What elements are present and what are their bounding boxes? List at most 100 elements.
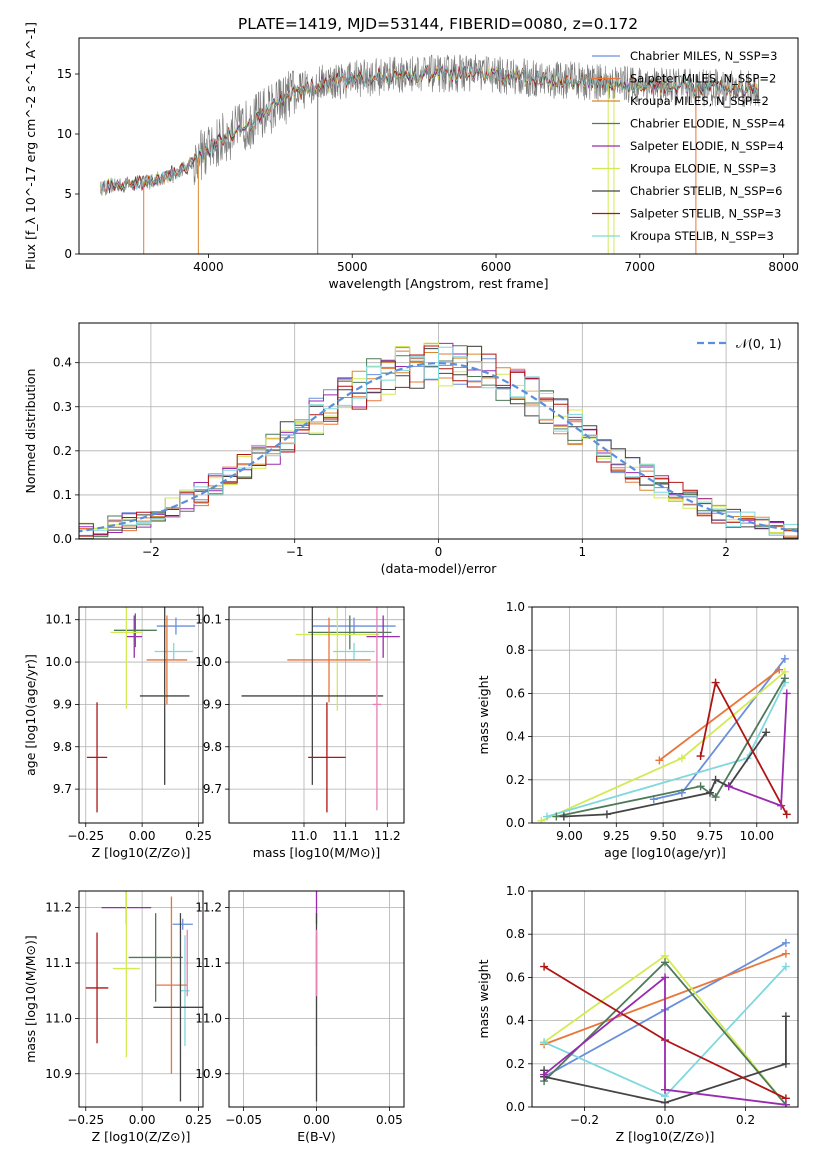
x-tick-label: 0.00	[303, 1113, 330, 1127]
plot-area	[79, 342, 798, 539]
y-tick-label: 9.8	[203, 740, 222, 754]
x-axis-label: Z [log10(Z/Z⊙)]	[92, 845, 191, 860]
weight-point-marker	[542, 812, 551, 821]
x-axis-label: age [log10(age/yr)]	[604, 845, 726, 860]
plot-area	[86, 607, 196, 813]
x-tick-label: 11.0	[291, 829, 318, 843]
axes-frame	[78, 37, 799, 255]
y-tick-label: 10.1	[195, 613, 222, 627]
x-tick-label: −0.05	[225, 1113, 262, 1127]
weight-point-marker	[661, 1085, 669, 1094]
legend-entry: Kroupa STELIB, N_SSP=3	[630, 229, 774, 243]
weight-point-marker	[781, 962, 790, 971]
y-tick-label: 1.0	[506, 884, 525, 898]
weight-point-marker	[780, 654, 789, 663]
x-tick-label: −0.25	[67, 829, 104, 843]
x-tick-label: 11.2	[374, 829, 401, 843]
weight-point-marker	[782, 810, 791, 819]
weight-point-marker	[661, 1098, 669, 1107]
y-tick-label: 0.2	[53, 444, 72, 458]
weight-point-marker	[540, 1070, 549, 1079]
x-tick-label: 6000	[481, 260, 512, 274]
y-tick-label: 9.9	[203, 697, 222, 711]
x-axis-label: wavelength [Angstrom, rest frame]	[328, 276, 548, 291]
weight-point-marker	[780, 674, 789, 683]
plot-area	[85, 891, 203, 1102]
y-tick-label: 10.1	[45, 613, 72, 627]
weight-point-marker	[696, 752, 705, 761]
legend-entry: Salpeter STELIB, N_SSP=3	[630, 207, 781, 221]
mass-age-panel: 11.0 11.1 11.2 9.7 9.8 9.9 10.0 10.1 mass [log10…	[195, 606, 405, 860]
x-axis-label: (data-model)/error	[381, 561, 498, 576]
axes-frame	[228, 606, 405, 824]
axes-frame	[78, 890, 204, 1108]
x-tick-label: 0.2	[736, 1113, 755, 1127]
data-spectrum-line	[100, 54, 760, 196]
weight-point-marker	[677, 754, 686, 763]
x-axis-label: mass [log10(M/M⊙)]	[253, 845, 381, 860]
y-tick-label: 0.1	[53, 488, 72, 502]
weight-point-marker	[696, 782, 705, 791]
y-axis-label: mass [log10(M/M⊙)]	[23, 935, 38, 1063]
y-tick-label: 0.8	[506, 927, 525, 941]
age-weight-panel: 9.00 9.25 9.50 9.75 10.00 0.0 0.2 0.4 0.6 0.8 1.0 a…	[476, 600, 799, 860]
weight-series-line	[658, 668, 780, 762]
y-axis-label: mass weight	[476, 675, 491, 754]
y-tick-label: 10.9	[45, 1067, 72, 1081]
ebv-mass-panel: −0.05 0.00 0.05 10.9 11.0 11.1 11.2 E(B-V)	[195, 890, 405, 1144]
x-tick-label: 0.0	[655, 1113, 674, 1127]
y-tick-label: 5	[64, 187, 72, 201]
plot-area	[540, 938, 790, 1107]
legend-entry: 𝒩(0, 1)	[736, 336, 782, 351]
plot-area	[241, 607, 400, 813]
x-tick-label: 8000	[768, 260, 799, 274]
y-tick-label: 10.0	[195, 655, 222, 669]
y-tick-label: 0.4	[506, 730, 525, 744]
weight-point-marker	[711, 678, 720, 687]
y-tick-label: 15	[57, 67, 72, 81]
x-tick-label: 10.00	[740, 829, 774, 843]
axes-frame	[78, 606, 204, 824]
weight-point-marker	[711, 793, 720, 802]
x-tick-label: 0.25	[185, 829, 212, 843]
z-age-panel: −0.25 0.00 0.25 9.7 9.8 9.9 10.0 10.1 Z [log10(Z…	[23, 606, 212, 860]
y-tick-label: 1.0	[506, 600, 525, 614]
x-tick-label: 9.50	[650, 829, 677, 843]
plot-area	[537, 654, 791, 823]
weight-point-marker	[602, 810, 611, 819]
weight-series-line	[728, 693, 788, 807]
x-tick-label: 5000	[337, 260, 368, 274]
y-tick-label: 11.0	[45, 1011, 72, 1025]
weight-point-marker	[781, 1100, 790, 1107]
weight-point-marker	[540, 962, 549, 971]
legend-entry: Salpeter MILES, N_SSP=2	[630, 72, 776, 86]
weight-point-marker	[655, 756, 664, 765]
x-axis-label: E(B-V)	[297, 1129, 336, 1144]
y-tick-label: 9.7	[203, 782, 222, 796]
y-tick-label: 9.9	[53, 697, 72, 711]
x-tick-label: 0.00	[129, 829, 156, 843]
y-tick-label: 10	[57, 127, 72, 141]
x-tick-label: 0.00	[129, 1113, 156, 1127]
y-tick-label: 0.2	[506, 1057, 525, 1071]
y-axis-label: mass weight	[476, 959, 491, 1038]
y-tick-label: 0.6	[506, 970, 525, 984]
y-axis-label: Flux [f_λ 10^-17 erg cm^-2 s^-1 A^-1]	[23, 22, 38, 270]
weight-point-marker	[781, 1059, 790, 1068]
y-tick-label: 11.1	[45, 956, 72, 970]
weight-point-marker	[781, 949, 790, 958]
weight-series-line	[563, 731, 767, 818]
y-tick-label: 0	[64, 247, 72, 261]
x-tick-label: −1	[286, 545, 304, 559]
y-tick-label: 11.1	[195, 956, 222, 970]
weight-point-marker	[777, 801, 786, 810]
spectrum-panel: 4000 5000 6000 7000 8000 0 5 10 15 wavelength [An…	[23, 22, 799, 291]
y-tick-label: 11.0	[195, 1011, 222, 1025]
weight-point-marker	[781, 1012, 790, 1021]
x-axis-label: Z [log10(Z/Z⊙)]	[616, 1129, 715, 1144]
x-tick-label: 2	[722, 545, 730, 559]
y-tick-label: 0.0	[506, 1100, 525, 1114]
legend-entry: Chabrier ELODIE, N_SSP=4	[630, 117, 785, 131]
legend-entry: Salpeter ELODIE, N_SSP=4	[630, 139, 784, 153]
